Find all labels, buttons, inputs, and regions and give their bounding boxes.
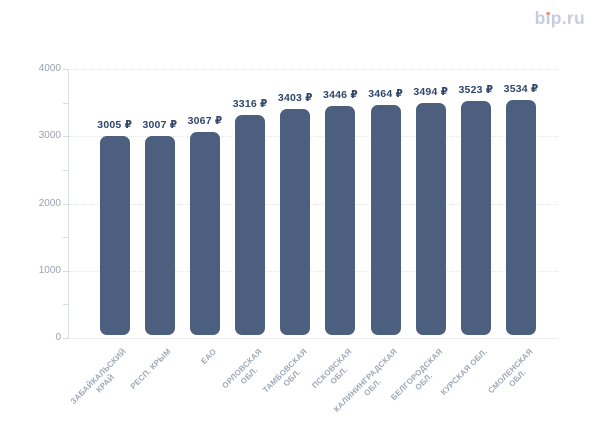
bar-value-label: 3005 ₽ — [97, 118, 133, 131]
x-axis-label: ЕАО — [199, 347, 219, 366]
y-axis-tick — [63, 69, 68, 70]
y-axis-tick — [63, 203, 68, 205]
x-axis-label: РЕСП. КРЫМ — [129, 347, 174, 392]
y-axis-label: 2000 — [38, 197, 61, 209]
bar[interactable] — [190, 131, 220, 335]
bar-value-label: 3523 ₽ — [458, 84, 494, 97]
bar[interactable] — [415, 103, 446, 335]
bar-value-label: 3007 ₽ — [142, 118, 178, 131]
logo[interactable]: bı p.ru — [534, 8, 585, 28]
y-axis-tick — [63, 237, 68, 239]
y-axis-tick — [63, 136, 68, 138]
bar[interactable] — [235, 115, 266, 335]
bar[interactable] — [506, 100, 537, 335]
bar[interactable] — [99, 135, 130, 335]
logo-i-stem: ı — [545, 8, 551, 28]
bar-value-label: 3464 ₽ — [368, 88, 403, 101]
gridline — [69, 203, 558, 205]
bar[interactable] — [280, 109, 311, 335]
bar-value-label: 3494 ₽ — [413, 86, 449, 99]
y-axis-label: 0 — [55, 332, 61, 343]
plot-area: 0 1000 2000 3000 4000 3005 ₽ ЗАБАЙКАЛЬСКИЙ КРАЙ… — [39, 63, 558, 414]
bar-value-label: 3446 ₽ — [323, 89, 358, 102]
y-axis-label: 4000 — [38, 63, 61, 74]
bar-value-label: 3534 ₽ — [503, 83, 539, 96]
gridline — [69, 69, 558, 70]
y-axis-tick — [63, 270, 68, 272]
x-axis-label: ТАМБОВСКАЯ ОБЛ. — [260, 347, 309, 395]
bar[interactable] — [370, 105, 401, 335]
bar[interactable] — [460, 101, 491, 335]
y-axis-tick — [63, 169, 68, 171]
x-axis-label: СМОЛЕНСКАЯ ОБЛ. — [486, 347, 535, 396]
bar[interactable] — [144, 135, 175, 335]
x-axis-label: КУРСКАЯ ОБЛ. — [439, 347, 490, 397]
y-axis-label: 1000 — [38, 264, 61, 276]
logo-i-dot — [546, 11, 550, 16]
x-axis-label: ЗАБАЙКАЛЬСКИЙ КРАЙ — [69, 347, 129, 407]
y-axis-tick — [63, 338, 68, 339]
y-axis-label: 3000 — [38, 130, 61, 142]
y-axis-tick — [63, 102, 68, 104]
bar-value-label: 3403 ₽ — [277, 92, 313, 105]
bar[interactable] — [325, 106, 356, 335]
gridline — [69, 270, 558, 272]
y-axis-tick — [63, 304, 68, 306]
bar-value-label: 3067 ₽ — [187, 114, 223, 127]
bar-value-label: 3316 ₽ — [232, 97, 268, 110]
gridline — [69, 136, 558, 138]
